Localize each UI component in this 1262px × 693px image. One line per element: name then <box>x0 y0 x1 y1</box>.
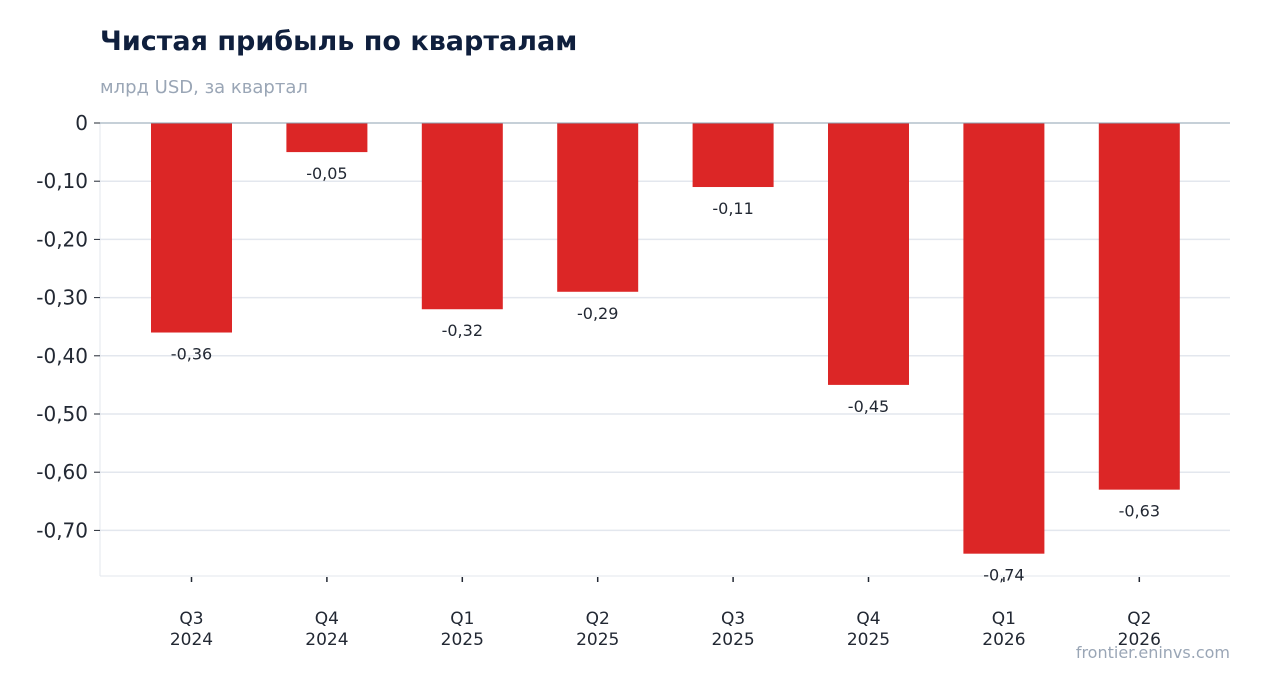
x-axis: Q32024Q42024Q12025Q22025Q32025Q42025Q120… <box>170 577 1161 650</box>
data-label: -0,45 <box>848 397 889 416</box>
y-tick-label: -0,10 <box>36 169 88 193</box>
data-label: -0,32 <box>442 321 483 340</box>
y-axis: 0 -0,10 -0,20 -0,30 -0,40 -0,50 -0,60 -0,70 <box>36 111 1230 542</box>
x-tick-label-quarter: Q3 <box>721 609 745 629</box>
chart-subtitle: млрд USD, за квартал <box>100 77 308 98</box>
grid-lines <box>99 123 1230 577</box>
chart-title: Чистая прибыль по кварталам <box>100 26 578 57</box>
bar <box>828 123 909 385</box>
x-tick-label-year: 2024 <box>305 630 348 650</box>
x-tick-label-quarter: Q4 <box>315 609 339 629</box>
bar <box>286 123 368 153</box>
x-tick-label-year: 2026 <box>1118 630 1161 650</box>
y-tick-label: -0,40 <box>36 344 88 368</box>
source-watermark: frontier.eninvs.com <box>1075 643 1230 662</box>
x-tick-label-quarter: Q2 <box>1127 609 1151 629</box>
bar <box>557 123 639 292</box>
bar <box>963 123 1045 554</box>
y-tick-label: -0,50 <box>36 402 88 426</box>
y-tick-label: -0,30 <box>36 286 88 310</box>
x-tick-label-quarter: Q1 <box>450 609 474 629</box>
x-tick-label-year: 2025 <box>847 630 890 650</box>
x-tick-label-year: 2025 <box>576 630 619 650</box>
x-tick-label-year: 2026 <box>982 630 1025 650</box>
bar <box>421 123 503 310</box>
x-tick-label-quarter: Q3 <box>179 609 203 629</box>
x-tick-label-quarter: Q4 <box>856 609 880 629</box>
x-tick-label-year: 2025 <box>711 630 754 650</box>
bars <box>151 123 1180 554</box>
x-tick-label-quarter: Q2 <box>586 609 610 629</box>
bar <box>1098 123 1180 490</box>
data-label: -0,63 <box>1119 502 1160 521</box>
x-tick-label-quarter: Q1 <box>992 609 1016 629</box>
data-labels: -0,36 -0,05 -0,32 -0,29 -0,11 -0,45 -0,74 -0,63 <box>171 164 1160 585</box>
x-tick-label-year: 2024 <box>170 630 213 650</box>
y-tick-label: -0,20 <box>36 227 88 251</box>
bar <box>692 123 774 188</box>
data-label: -0,05 <box>306 164 347 183</box>
data-label: -0,29 <box>577 304 618 323</box>
data-label: -0,74 <box>983 566 1024 585</box>
bar <box>151 123 232 333</box>
data-label: -0,36 <box>171 345 212 364</box>
data-label: -0,11 <box>712 199 753 218</box>
x-tick-label-year: 2025 <box>441 630 484 650</box>
y-tick-label: -0,60 <box>36 460 88 484</box>
y-tick-label: -0,70 <box>36 518 88 542</box>
y-tick-label: 0 <box>75 111 88 135</box>
